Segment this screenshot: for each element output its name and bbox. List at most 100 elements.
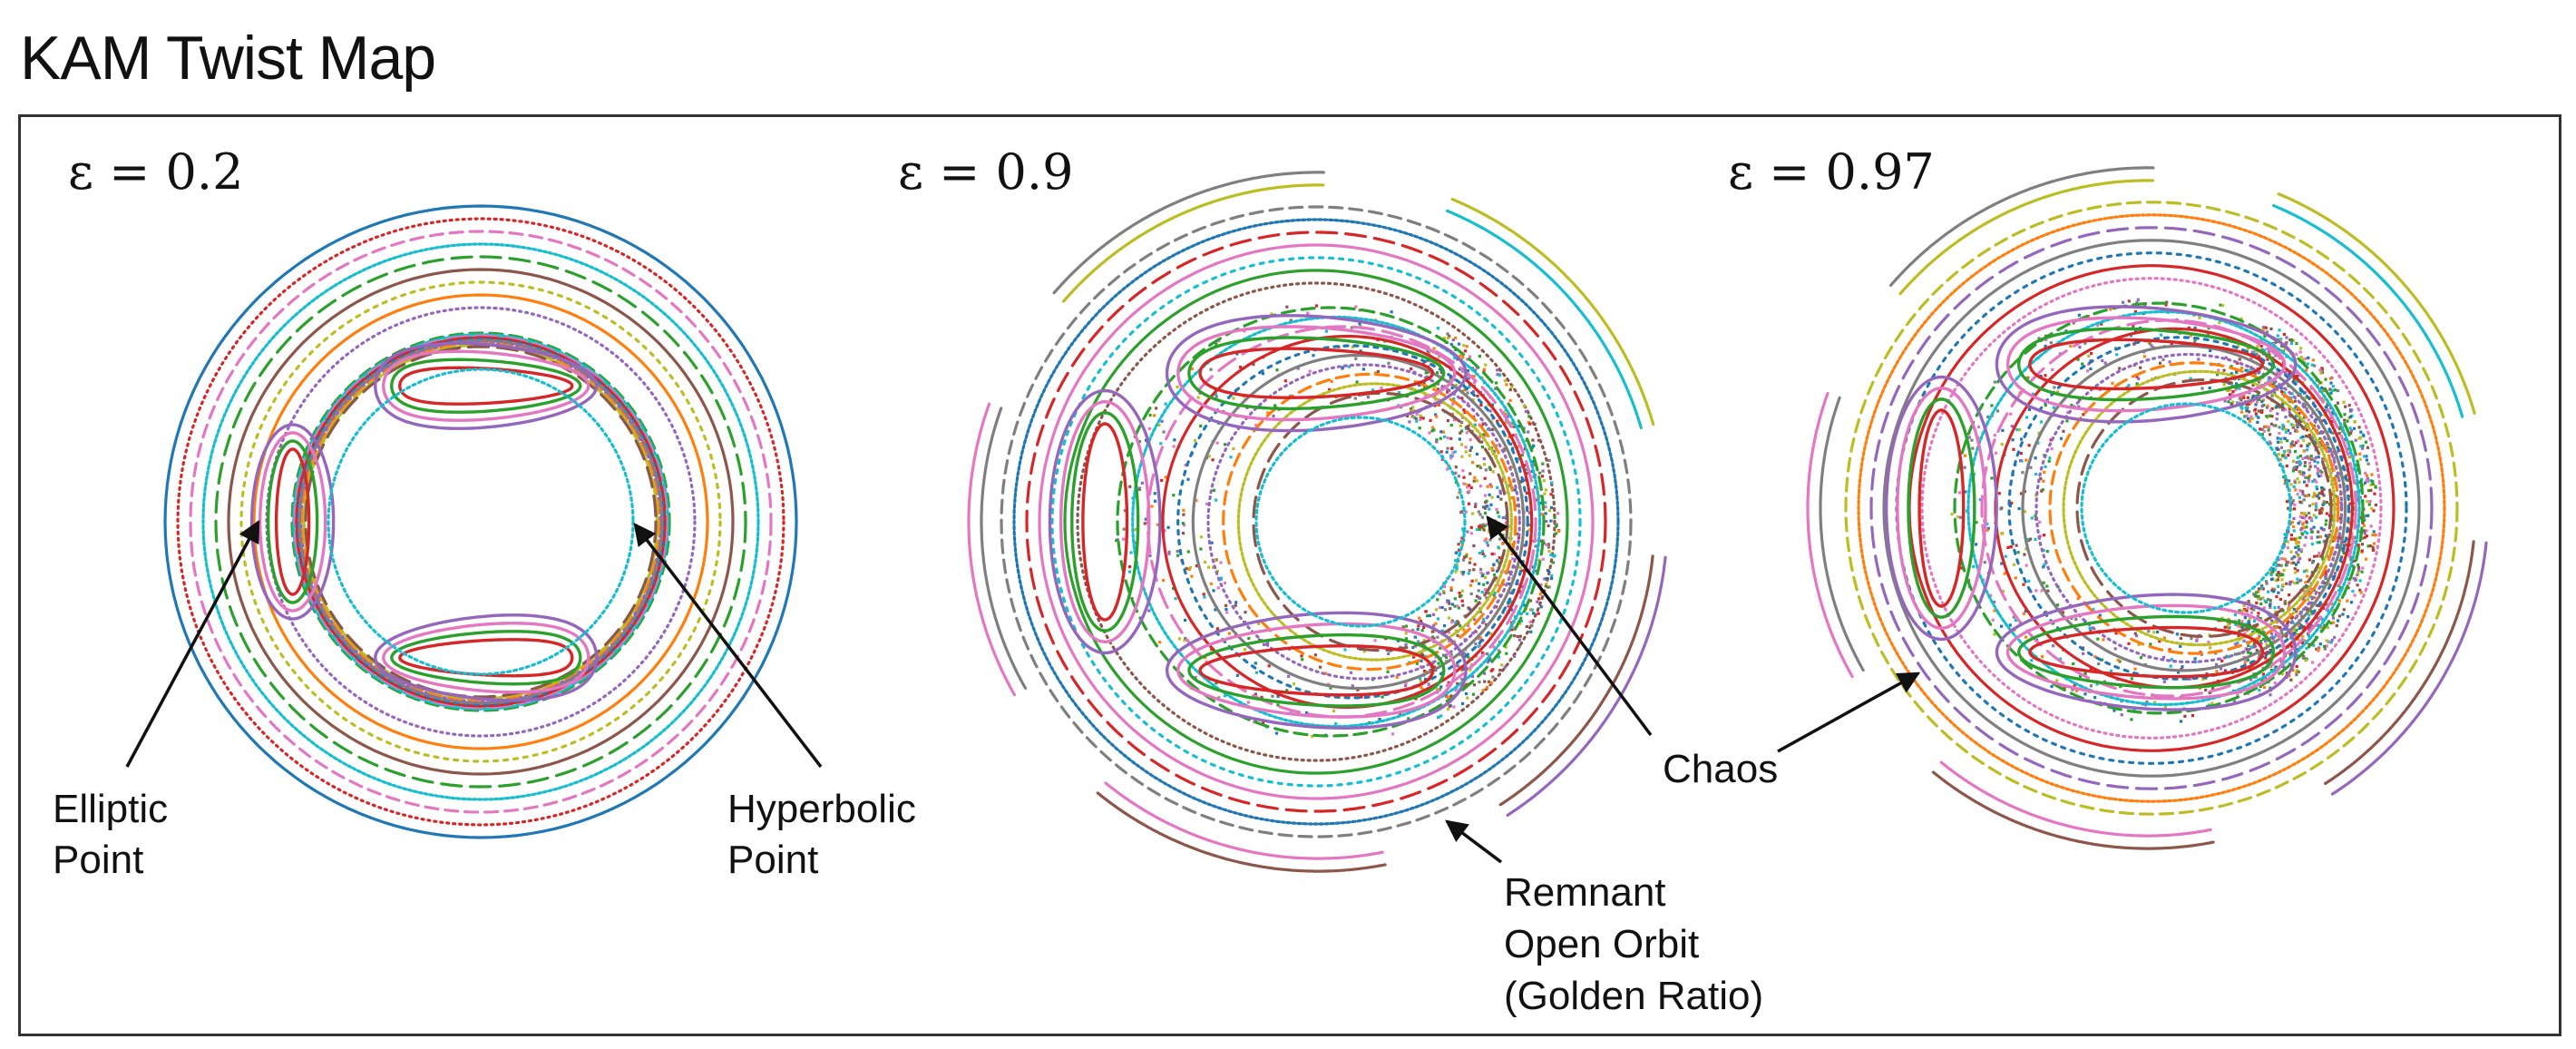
- panel-epsilon-0-9: [967, 171, 1667, 873]
- inner-invariant-curve: [2034, 352, 2344, 664]
- island-orbit: [1995, 305, 2298, 424]
- island-orbit: [1059, 399, 1151, 644]
- inner-invariant-curve: [299, 340, 662, 703]
- figure-frame: [18, 114, 2561, 1036]
- island-orbit: [2028, 625, 2265, 679]
- island-orbit: [2028, 338, 2265, 391]
- island-orbit: [1081, 422, 1129, 622]
- island-orbit: [1907, 397, 1976, 619]
- invariant-curve: [176, 217, 785, 827]
- invariant-curve: [1882, 239, 2421, 778]
- outer-island-arc: [1806, 391, 1854, 679]
- outer-island-arc: [1450, 198, 1655, 426]
- invariant-curve: [252, 293, 709, 750]
- annotation-hyperbolic-point: Hyperbolic Point: [727, 787, 927, 882]
- inner-invariant-curve: [298, 338, 664, 705]
- island-orbit: [390, 358, 582, 414]
- island-orbit: [1176, 325, 1457, 422]
- annotation-elliptic-point: Elliptic Point: [53, 787, 179, 882]
- outer-island-arc: [980, 407, 1028, 691]
- invariant-curve: [163, 204, 798, 839]
- inner-invariant-curve: [1953, 301, 2365, 715]
- epsilon-label-2: ε = 0.9: [898, 143, 1073, 201]
- outer-island-arc: [1498, 554, 1654, 807]
- island-orbit: [1187, 632, 1446, 708]
- island-orbit: [398, 366, 574, 406]
- inner-invariant-curve: [1966, 309, 2361, 707]
- annotation-remnant-orbit: Remnant Open Orbit (Golden Ratio): [1504, 870, 1763, 1018]
- island-orbit: [1995, 593, 2298, 711]
- island-orbit: [1198, 644, 1435, 697]
- inner-invariant-curve: [1191, 353, 1526, 691]
- island-orbit: [1176, 622, 1457, 719]
- panel-epsilon-0-97: [1806, 166, 2488, 850]
- inner-invariant-curve: [2062, 369, 2337, 647]
- island-orbit: [390, 630, 582, 686]
- island-orbit: [382, 349, 590, 422]
- invariant-curve: [201, 242, 760, 801]
- invariant-curve: [1076, 281, 1556, 762]
- outer-island-arc: [1939, 760, 2212, 838]
- outer-island-arc: [1445, 209, 1643, 429]
- panel-epsilon-0-2: [163, 204, 798, 839]
- invariant-curve: [1000, 205, 1633, 838]
- invariant-curve: [1050, 256, 1582, 788]
- island-orbit: [1884, 375, 1998, 642]
- outer-island-arc: [1096, 791, 1387, 873]
- inner-boundary-curve: [2080, 402, 2292, 614]
- inner-invariant-curve: [2021, 344, 2347, 672]
- island-orbit: [374, 613, 599, 702]
- inner-invariant-curve: [304, 345, 658, 699]
- island-orbit: [1048, 388, 1162, 655]
- island-orbit: [1070, 411, 1140, 632]
- invariant-curve: [214, 255, 747, 789]
- invariant-curve: [1025, 230, 1607, 813]
- elliptic-point-arrow: [125, 519, 260, 768]
- hyperbolic-point-arrow: [633, 523, 823, 769]
- island-orbit: [2016, 327, 2276, 402]
- invariant-curve: [1063, 269, 1569, 775]
- outer-island-arc: [967, 402, 1017, 697]
- inner-invariant-curve: [1252, 391, 1509, 652]
- epsilon-label-1: ε = 0.2: [68, 143, 243, 201]
- island-orbit: [266, 439, 319, 604]
- outer-island-arc: [1052, 171, 1325, 295]
- island-orbit: [1165, 611, 1468, 730]
- island-orbit: [374, 341, 599, 430]
- outer-island-arc: [2324, 540, 2475, 786]
- outer-island-arc: [1889, 166, 2155, 287]
- outer-island-arc: [2330, 541, 2488, 796]
- island-orbit: [2005, 603, 2287, 701]
- invariant-curve: [1869, 226, 2434, 790]
- inner-boundary-curve: [1254, 416, 1467, 628]
- invariant-curve: [189, 230, 773, 814]
- outer-island-arc: [1061, 183, 1325, 303]
- annotation-chaos: Chaos: [1663, 747, 1778, 791]
- island-orbit: [1198, 347, 1435, 399]
- inner-invariant-curve: [2007, 336, 2350, 681]
- island-orbit: [258, 431, 327, 613]
- outer-island-arc: [1931, 770, 2215, 850]
- invariant-curve: [1920, 277, 2383, 740]
- remnant-orbit-arrow: [1445, 819, 1503, 864]
- invariant-curve: [1012, 218, 1620, 826]
- island-orbit: [274, 447, 311, 596]
- island-orbit: [2016, 614, 2276, 690]
- invariant-curve: [1844, 201, 2459, 816]
- invariant-curve: [1857, 213, 2446, 803]
- epsilon-label-3: ε = 0.97: [1728, 143, 1935, 201]
- outer-island-arc: [1819, 396, 1865, 672]
- island-orbit: [1187, 336, 1446, 411]
- island-orbit: [398, 638, 574, 678]
- inner-invariant-curve: [1161, 334, 1534, 710]
- island-orbit: [1896, 386, 1987, 631]
- invariant-curve: [1038, 243, 1595, 800]
- outer-island-arc: [2272, 204, 2464, 418]
- inner-invariant-curve: [1116, 306, 1546, 738]
- island-orbit: [1917, 408, 1966, 608]
- chaos-arrow-1: [1486, 515, 1653, 737]
- island-orbit: [1165, 314, 1468, 433]
- invariant-curve: [227, 268, 735, 776]
- chaos-arrow-2: [1777, 672, 1921, 753]
